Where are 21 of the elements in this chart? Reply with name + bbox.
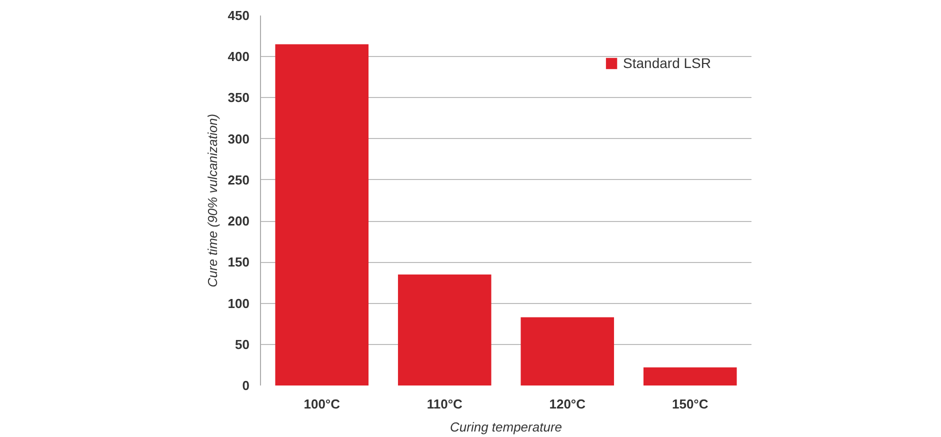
- y-tick-label: 300: [228, 131, 250, 146]
- x-tick-label: 110°C: [426, 396, 464, 412]
- y-tick-label: 400: [228, 49, 250, 64]
- x-tick-label: 120°C: [549, 396, 586, 412]
- y-tick-label: 450: [228, 8, 250, 23]
- bar: [520, 317, 614, 386]
- bar: [398, 274, 492, 386]
- y-tick-label: 150: [228, 254, 250, 270]
- bar: [275, 44, 369, 386]
- bar: [643, 367, 737, 386]
- y-tick-label: 200: [228, 214, 250, 229]
- x-tick-label: 100°C: [304, 396, 341, 412]
- y-tick-label: 250: [228, 172, 250, 188]
- y-tick-label: 0: [242, 378, 250, 393]
- y-tick-label: 350: [228, 90, 250, 106]
- y-axis-title: Cure time (90% vulcanization): [204, 114, 220, 288]
- legend-label: Standard LSR: [623, 55, 711, 71]
- y-tick-label: 50: [235, 336, 250, 352]
- x-axis-title: Curing temperature: [450, 420, 562, 434]
- y-tick-label: 100: [228, 296, 250, 311]
- x-tick-label: 150°C: [672, 396, 709, 412]
